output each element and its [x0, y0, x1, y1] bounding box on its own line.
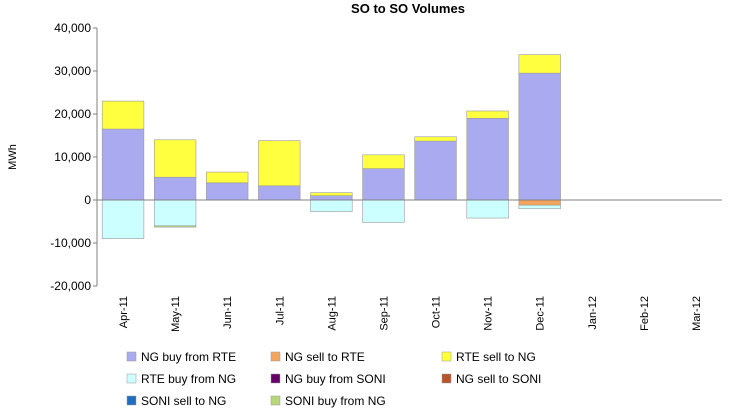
- bar-segment: [466, 199, 509, 219]
- bar-segment: [518, 199, 561, 206]
- x-tick-label: Nov-11: [483, 296, 495, 331]
- y-axis-label: MWh: [7, 144, 19, 170]
- bar-segment: [258, 185, 301, 201]
- bar-segment: [206, 182, 249, 201]
- chart-title: SO to SO Volumes: [351, 1, 465, 16]
- y-tick-label: 10,000: [54, 150, 91, 164]
- legend-label: RTE buy from NG: [141, 372, 236, 386]
- legend-label: NG buy from RTE: [141, 350, 236, 364]
- bar-segment: [153, 199, 197, 227]
- bar-segment: [153, 176, 197, 201]
- x-tick-label: Sep-11: [378, 296, 390, 331]
- legend-swatch: [441, 351, 452, 362]
- bar-segment: [101, 100, 145, 130]
- x-tick-label: Oct-11: [431, 296, 443, 328]
- bar-segment: [466, 118, 509, 201]
- bar-segment: [362, 168, 405, 201]
- x-tick-label: May-11: [170, 296, 182, 332]
- bar-segment: [362, 154, 405, 169]
- x-tick-label: Jan-12: [587, 296, 599, 330]
- x-tick-label: Dec-11: [535, 296, 547, 331]
- legend-swatch: [270, 373, 281, 384]
- legend-label: NG buy from SONI: [285, 372, 386, 386]
- bar-segment: [414, 140, 457, 201]
- bar-segment: [153, 139, 197, 178]
- bar-segment: [414, 136, 457, 142]
- legend-label: SONI buy from NG: [285, 394, 386, 408]
- bar-segment: [153, 225, 197, 228]
- y-tick-label: 0: [84, 193, 91, 207]
- x-tick-label: Jun-11: [222, 296, 234, 329]
- x-tick-label: Aug-11: [326, 296, 338, 331]
- bar-segment: [310, 199, 353, 212]
- legend-label: NG sell to SONI: [456, 372, 541, 386]
- bar-segment: [101, 199, 145, 240]
- legend-swatch: [126, 395, 137, 406]
- x-tick-label: Mar-12: [691, 296, 703, 331]
- y-tick-label: 20,000: [54, 107, 91, 121]
- bar-segment: [101, 128, 145, 201]
- bar-segment: [310, 192, 353, 197]
- legend-label: NG sell to RTE: [285, 350, 365, 364]
- bar-segment: [206, 171, 249, 184]
- legend-swatch: [126, 373, 137, 384]
- legend-swatch: [441, 373, 452, 384]
- bar-segment: [518, 204, 561, 209]
- x-tick-label: Feb-12: [639, 296, 651, 331]
- legend-label: SONI sell to NG: [141, 394, 226, 408]
- bar-segment: [310, 195, 353, 201]
- x-tick-label: Apr-11: [118, 296, 130, 328]
- y-tick-label: 30,000: [54, 64, 91, 78]
- bar-segment: [518, 54, 561, 74]
- bar-segment: [258, 140, 301, 187]
- bar-segment: [362, 199, 405, 223]
- y-tick-label: 40,000: [54, 21, 91, 35]
- bar-segment: [518, 72, 561, 201]
- legend-swatch: [126, 351, 137, 362]
- legend-label: RTE sell to NG: [456, 350, 536, 364]
- y-tick-label: -20,000: [50, 279, 91, 293]
- x-tick-label: Jul-11: [274, 296, 286, 325]
- legend-swatch: [270, 351, 281, 362]
- legend-swatch: [270, 395, 281, 406]
- bar-segment: [466, 110, 509, 119]
- y-tick-label: -10,000: [50, 236, 91, 250]
